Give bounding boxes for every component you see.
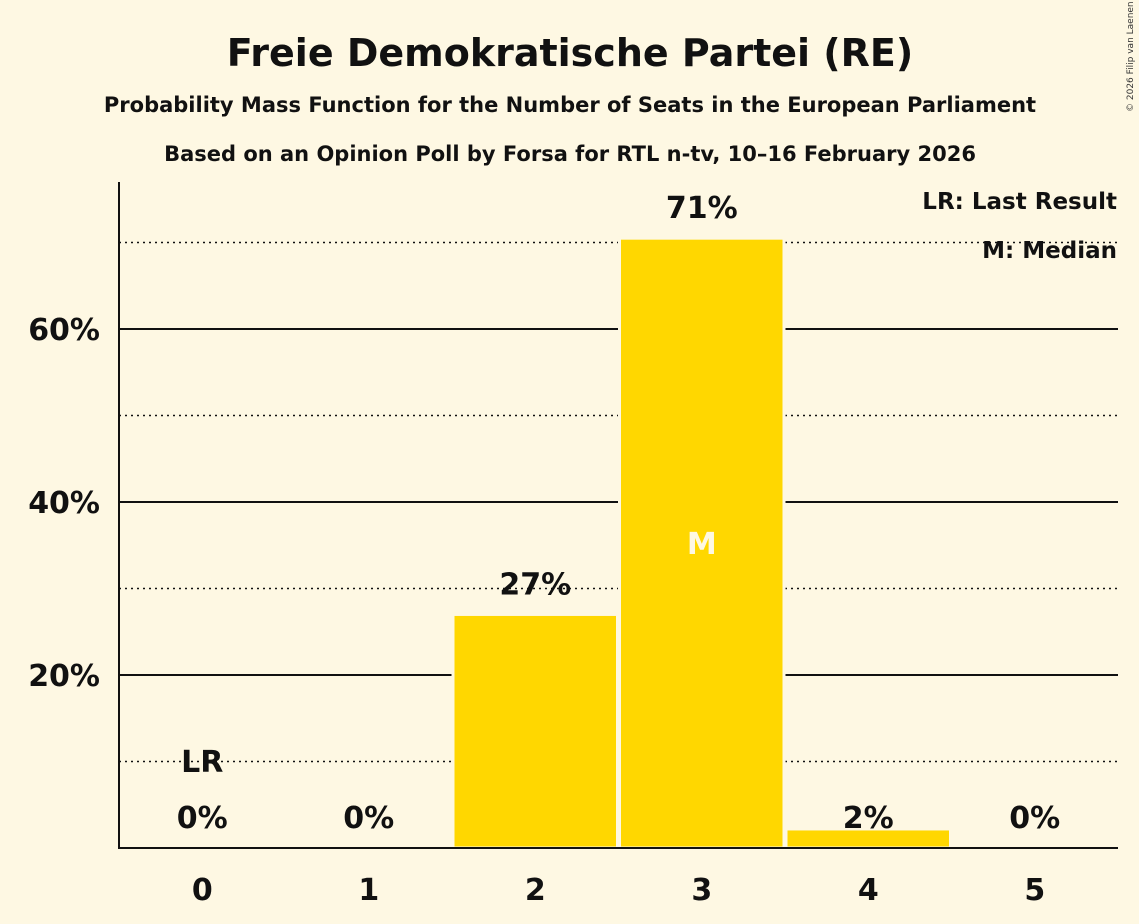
- median-marker: M: [687, 527, 717, 562]
- x-tick-label: 4: [858, 873, 879, 908]
- y-tick-label: 60%: [28, 313, 100, 348]
- y-tick-label: 40%: [28, 486, 100, 521]
- bar: [618, 236, 786, 850]
- x-tick-label: 0: [192, 873, 213, 908]
- y-tick-label: 20%: [28, 659, 100, 694]
- legend-last-result: LR: Last Result: [922, 189, 1117, 215]
- data-label: 0%: [177, 801, 228, 836]
- data-label: 27%: [499, 567, 571, 602]
- x-tick-label: 3: [691, 873, 712, 908]
- data-label: 71%: [666, 191, 738, 226]
- data-label: 0%: [1009, 801, 1060, 836]
- data-label: 0%: [343, 801, 394, 836]
- chart-subtitle-2: Based on an Opinion Poll by Forsa for RT…: [164, 142, 976, 166]
- legend-median: M: Median: [982, 238, 1117, 264]
- copyright: © 2026 Filip van Laenen: [1126, 1, 1136, 112]
- x-tick-label: 5: [1024, 873, 1045, 908]
- chart-subtitle: Probability Mass Function for the Number…: [104, 93, 1036, 117]
- last-result-marker: LR: [181, 745, 223, 780]
- x-tick-label: 1: [358, 873, 379, 908]
- data-label: 2%: [843, 801, 894, 836]
- chart-title: Freie Demokratische Partei (RE): [227, 31, 914, 75]
- bar: [451, 612, 619, 850]
- x-tick-label: 2: [525, 873, 546, 908]
